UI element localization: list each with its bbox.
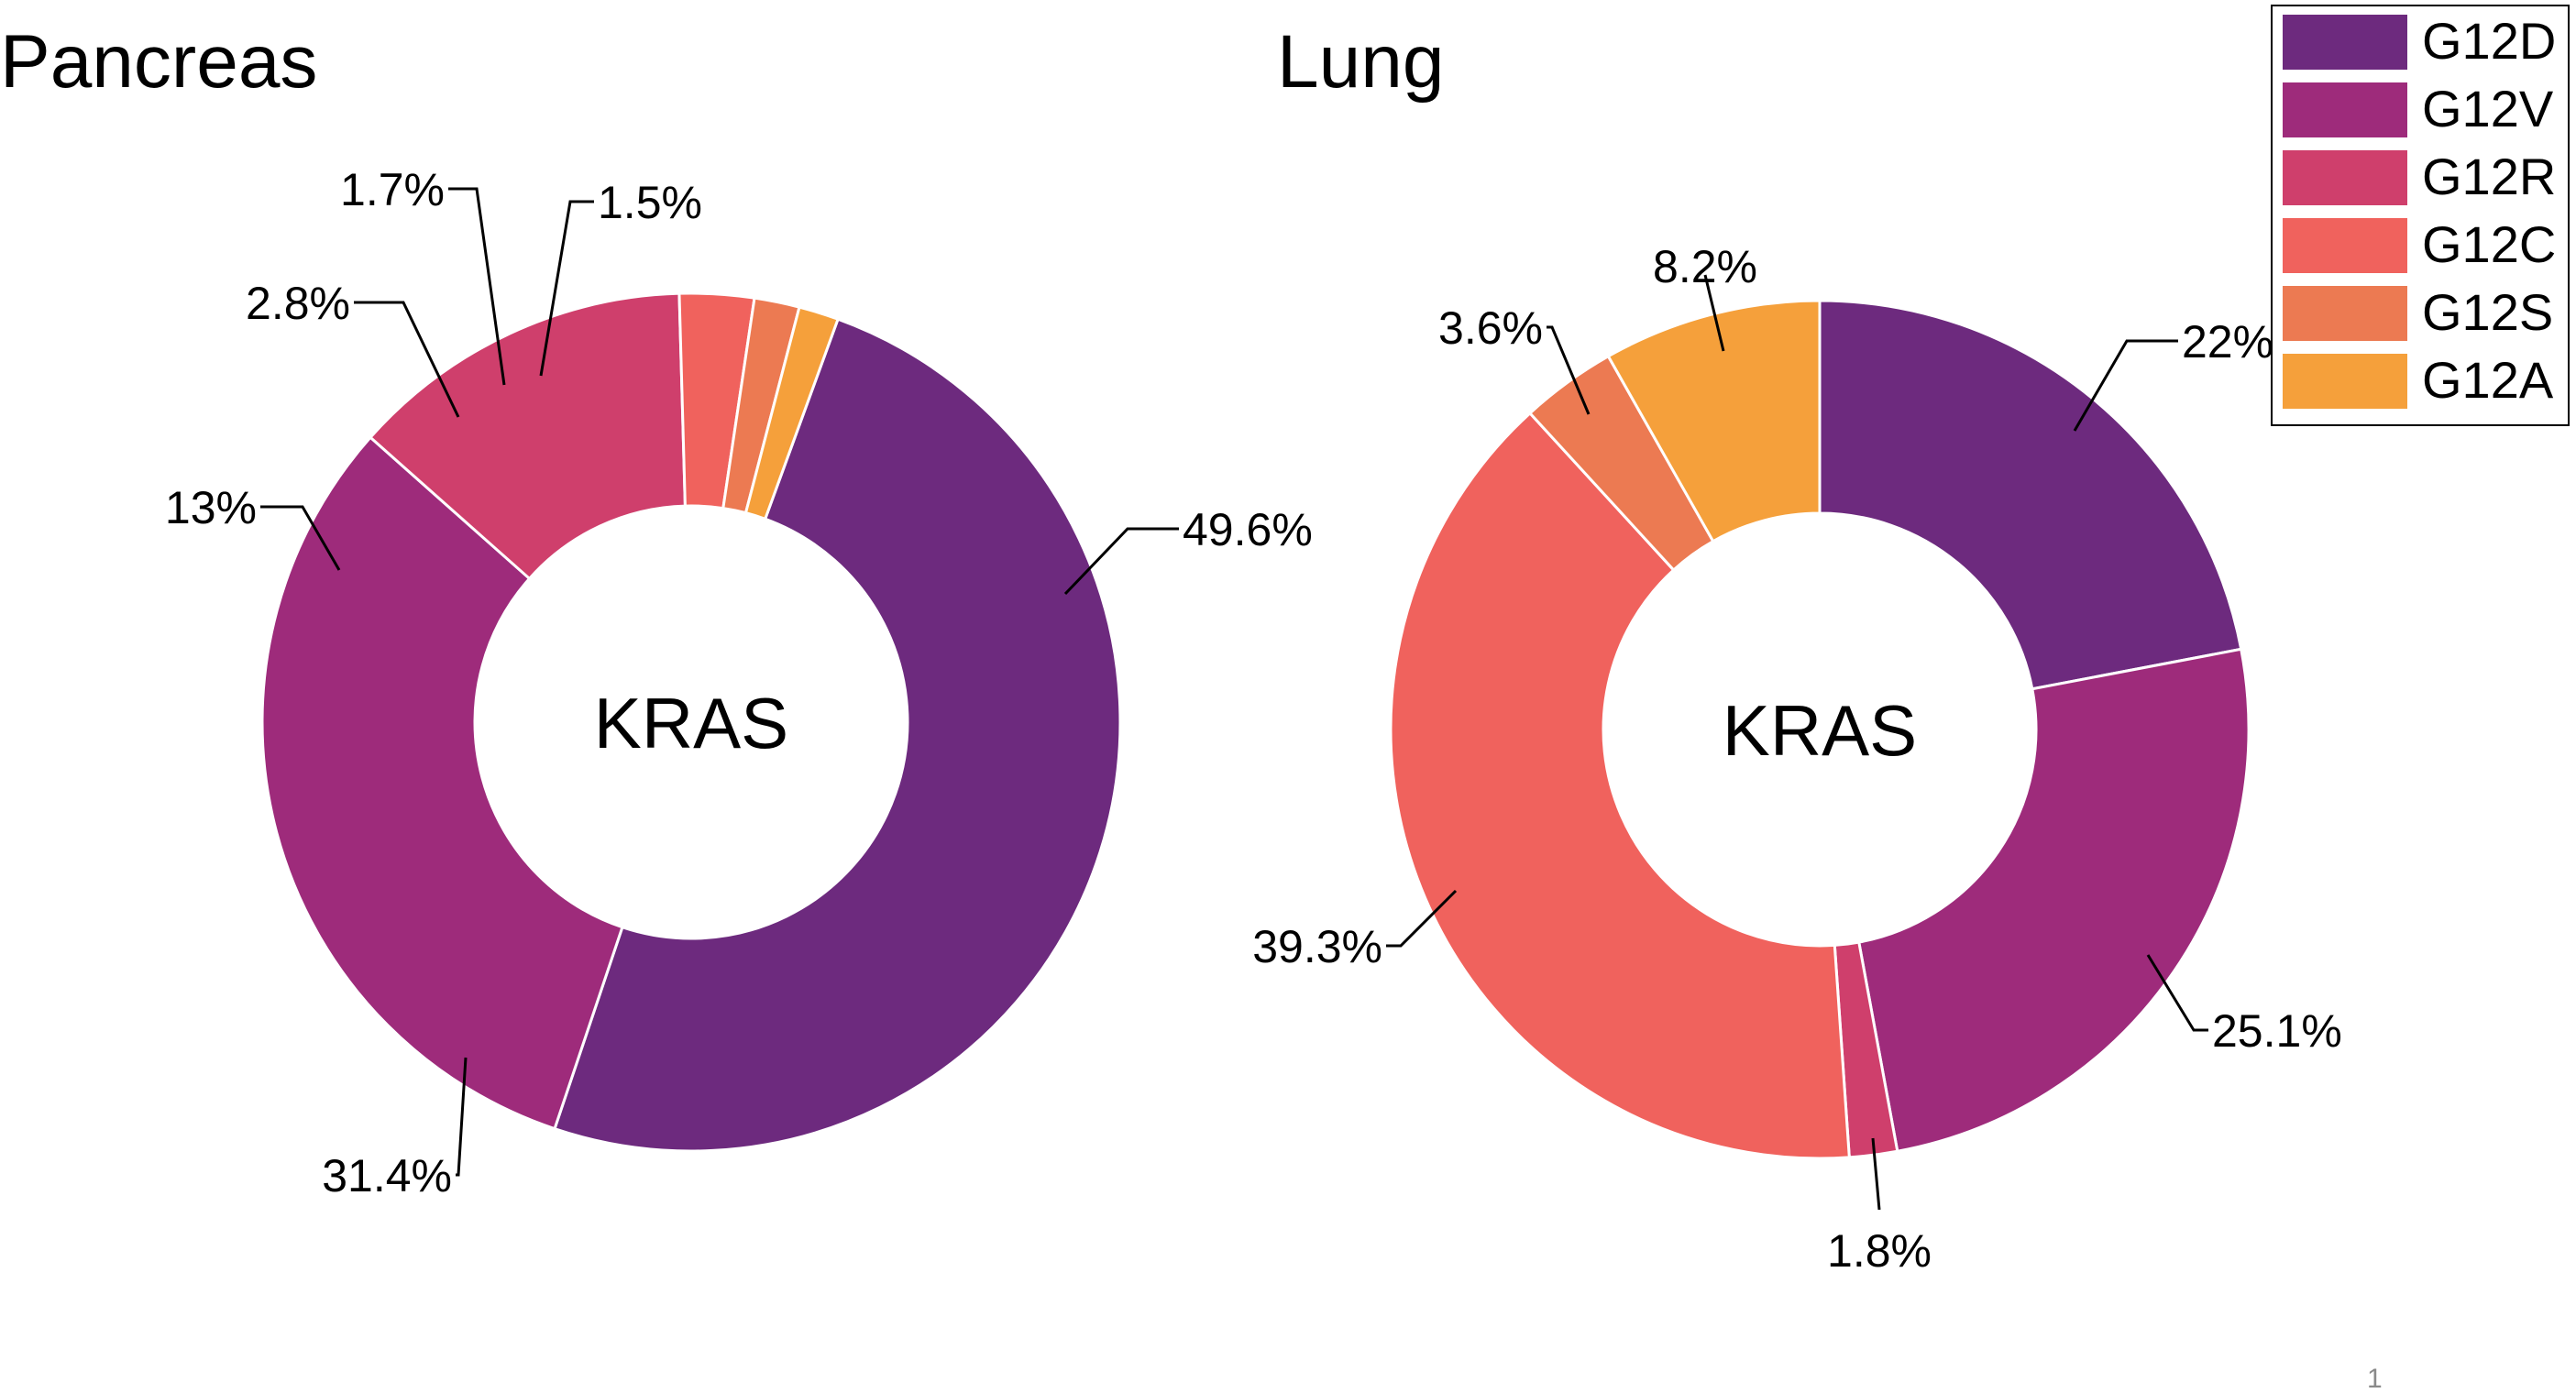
legend-swatch-g12d [2283,15,2407,70]
value-label: 1.8% [1827,1225,1932,1277]
slice-g12c [1389,411,1851,1160]
legend-swatch-g12r [2283,150,2407,205]
value-label: 39.3% [1252,921,1382,972]
slice-g12v [1857,647,2251,1153]
slice-g12a [1606,299,1822,543]
leader-line [1871,1137,1881,1211]
center-label: KRAS [1723,690,1917,771]
leader-line [354,301,460,418]
legend-swatch-g12a [2283,354,2407,409]
legend-label-g12v: G12V [2422,80,2554,137]
legend-swatch-g12v [2283,82,2407,137]
slice-g12v [260,435,624,1131]
leader-line [1386,889,1458,948]
center-label: KRAS [594,683,788,763]
legend-label-g12c: G12C [2422,215,2556,273]
legend-swatch-g12c [2283,218,2407,273]
value-label: 1.7% [340,164,445,215]
value-label: 3.6% [1438,302,1543,354]
leader-line [1703,274,1725,352]
leader-line [1063,527,1179,596]
chart-title: Lung [1277,20,1444,104]
value-label: 2.8% [246,278,350,329]
leader-line [260,505,341,571]
slice-g12d [1818,299,2243,691]
value-label: 22% [2182,316,2273,367]
legend-swatch-g12s [2283,286,2407,341]
value-label: 1.5% [598,177,702,228]
value-label: 13% [165,482,257,533]
chart-title: Pancreas [0,20,317,104]
leader-line [539,200,594,377]
page-number: 1 [2367,1364,2383,1393]
leader-line [2146,954,2208,1032]
leader-line [1547,325,1591,415]
leader-line [2073,339,2178,432]
slice-g12a [743,305,840,521]
legend-label-g12a: G12A [2422,351,2554,409]
value-label: 49.6% [1183,504,1313,555]
leader-line [448,187,506,386]
legend-label-g12r: G12R [2422,148,2556,205]
value-label: 8.2% [1653,241,1757,292]
slice-g12d [553,317,1122,1153]
slice-g12r [368,291,687,581]
chart-lung: Lung KRAS 22% 25.1% 1.8% 39.3% 3.6% 8.2% [1252,20,2342,1277]
legend-label-g12d: G12D [2422,12,2556,70]
legend: G12D G12V G12R G12C G12S G12A [2271,5,2570,426]
value-label: 25.1% [2212,1005,2342,1057]
chart-pancreas: Pancreas KRAS 49.6% 31.4% 13% 2.8% 1.7% 1.5% [0,20,1313,1201]
leader-line [456,1057,468,1177]
legend-label-g12s: G12S [2422,283,2553,341]
value-label: 31.4% [322,1150,452,1201]
